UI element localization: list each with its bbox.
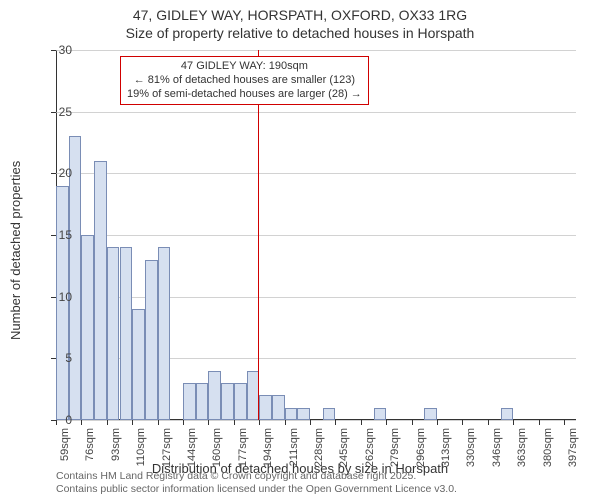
x-tick-label: 296sqm [415, 428, 427, 476]
y-tick-label: 15 [42, 228, 72, 242]
histogram-bar [297, 408, 310, 420]
histogram-bar [183, 383, 196, 420]
gridline [56, 112, 576, 113]
x-tick [412, 420, 413, 425]
histogram-bar [221, 383, 234, 420]
histogram-bar [285, 408, 298, 420]
x-tick [335, 420, 336, 425]
x-tick-label: 194sqm [262, 428, 274, 476]
annotation-box: 47 GIDLEY WAY: 190sqm← 81% of detached h… [120, 56, 369, 105]
annotation-line-3: 19% of semi-detached houses are larger (… [127, 88, 362, 102]
x-tick-label: 144sqm [186, 428, 198, 476]
x-tick [386, 420, 387, 425]
footer-line-2: Contains public sector information licen… [56, 483, 457, 496]
histogram-bar [145, 260, 158, 420]
x-tick [539, 420, 540, 425]
reference-line [258, 50, 260, 420]
x-tick [107, 420, 108, 425]
x-tick [285, 420, 286, 425]
histogram-bar [94, 161, 107, 420]
histogram-bar [208, 371, 221, 420]
x-tick [158, 420, 159, 425]
x-tick-label: 279sqm [389, 428, 401, 476]
x-tick [81, 420, 82, 425]
x-tick-label: 330sqm [465, 428, 477, 476]
x-tick [513, 420, 514, 425]
title-line-1: 47, GIDLEY WAY, HORSPATH, OXFORD, OX33 1… [0, 6, 600, 24]
x-tick [437, 420, 438, 425]
x-tick-label: 380sqm [542, 428, 554, 476]
x-tick-label: 313sqm [440, 428, 452, 476]
x-tick [361, 420, 362, 425]
x-tick-label: 110sqm [135, 428, 147, 476]
x-tick [564, 420, 565, 425]
x-tick-label: 160sqm [211, 428, 223, 476]
histogram-bar [272, 395, 285, 420]
y-tick-label: 0 [42, 413, 72, 427]
x-tick-label: 363sqm [516, 428, 528, 476]
histogram-bar [107, 247, 120, 420]
gridline [56, 50, 576, 51]
gridline [56, 235, 576, 236]
histogram-bar [501, 408, 514, 420]
y-axis-label: Number of detached properties [8, 161, 23, 340]
x-tick [259, 420, 260, 425]
y-tick-label: 10 [42, 290, 72, 304]
x-tick-label: 93sqm [110, 428, 122, 476]
gridline [56, 420, 576, 421]
x-tick-label: 346sqm [491, 428, 503, 476]
plot-area [56, 50, 576, 420]
gridline [56, 173, 576, 174]
histogram-bar [259, 395, 272, 420]
x-tick-label: 228sqm [313, 428, 325, 476]
title-line-2: Size of property relative to detached ho… [0, 24, 600, 42]
x-tick [234, 420, 235, 425]
y-tick-label: 25 [42, 105, 72, 119]
title-block: 47, GIDLEY WAY, HORSPATH, OXFORD, OX33 1… [0, 0, 600, 42]
histogram-bar [158, 247, 171, 420]
histogram-bar [81, 235, 94, 420]
annotation-line-2: ← 81% of detached houses are smaller (12… [127, 74, 362, 88]
histogram-bar [132, 309, 145, 420]
y-tick-label: 5 [42, 351, 72, 365]
histogram-bar [374, 408, 387, 420]
x-tick-label: 59sqm [59, 428, 71, 476]
x-tick [310, 420, 311, 425]
gridline [56, 297, 576, 298]
annotation-line-1: 47 GIDLEY WAY: 190sqm [127, 60, 362, 74]
histogram-bar [196, 383, 209, 420]
x-tick [462, 420, 463, 425]
x-tick-label: 211sqm [288, 428, 300, 476]
histogram-bar [424, 408, 437, 420]
x-tick [132, 420, 133, 425]
x-tick-label: 397sqm [567, 428, 579, 476]
x-tick [208, 420, 209, 425]
x-tick-label: 262sqm [364, 428, 376, 476]
x-tick-label: 76sqm [84, 428, 96, 476]
histogram-bar [120, 247, 133, 420]
x-tick [488, 420, 489, 425]
y-tick-label: 30 [42, 43, 72, 57]
x-tick-label: 245sqm [338, 428, 350, 476]
x-tick-label: 177sqm [237, 428, 249, 476]
histogram-bar [323, 408, 336, 420]
x-tick-label: 127sqm [161, 428, 173, 476]
y-tick-label: 20 [42, 166, 72, 180]
x-tick [183, 420, 184, 425]
histogram-bar [234, 383, 247, 420]
